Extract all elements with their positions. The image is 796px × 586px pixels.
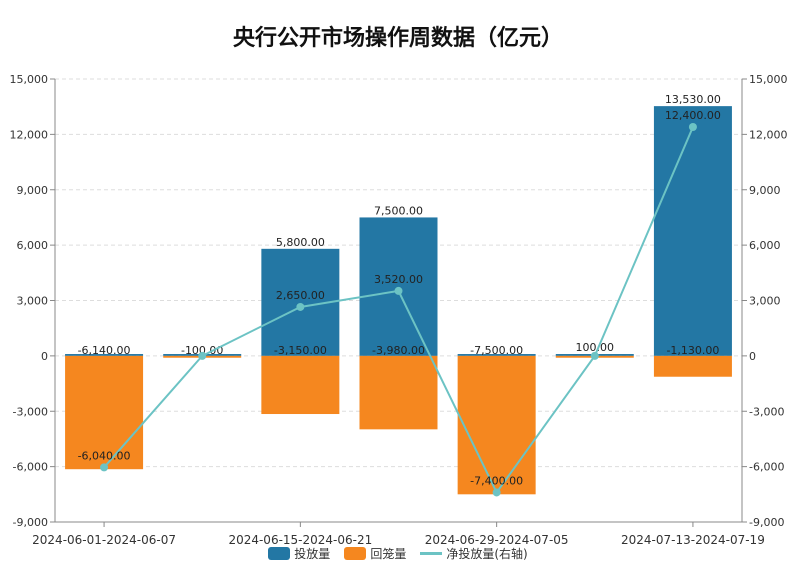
data-label: 13,530.00 xyxy=(665,93,721,106)
y2-tick-label: -3,000 xyxy=(749,405,784,418)
y-tick-label: -6,000 xyxy=(13,461,48,474)
y-tick-label: -3,000 xyxy=(13,405,48,418)
issuance-bar xyxy=(653,106,732,356)
y2-tick-label: 9,000 xyxy=(749,184,781,197)
y2-tick-label: -9,000 xyxy=(749,516,784,529)
net-point xyxy=(394,286,403,295)
legend-item-net[interactable]: 净投放量(右轴) xyxy=(420,545,528,562)
y-tick-label: 15,000 xyxy=(10,73,49,86)
x-tick-label: 2024-07-13-2024-07-19 xyxy=(621,533,765,547)
x-tick-label: 2024-06-01-2024-06-07 xyxy=(32,533,176,547)
data-label: -3,980.00 xyxy=(372,344,425,357)
withdrawal-bar xyxy=(457,355,536,495)
y2-tick-label: 12,000 xyxy=(749,128,788,141)
legend-item-issuance[interactable]: 投放量 xyxy=(268,545,330,562)
data-label: -6,140.00 xyxy=(78,344,131,357)
x-tick-label: 2024-06-15-2024-06-21 xyxy=(228,533,372,547)
legend-item-withdrawal[interactable]: 回笼量 xyxy=(344,545,406,562)
net-label: 12,400.00 xyxy=(665,109,721,122)
y-tick-label: -9,000 xyxy=(13,516,48,529)
legend-swatch xyxy=(268,547,291,560)
legend-label: 回笼量 xyxy=(370,547,407,561)
x-tick-label: 2024-06-29-2024-07-05 xyxy=(425,533,569,547)
net-label: 2,650.00 xyxy=(276,289,325,302)
net-point xyxy=(296,302,305,311)
y-tick-label: 6,000 xyxy=(17,239,49,252)
y-tick-label: 9,000 xyxy=(17,184,49,197)
data-label: 100.00 xyxy=(576,341,615,354)
legend-label: 净投放量(右轴) xyxy=(446,547,528,561)
legend-swatch xyxy=(420,552,443,555)
net-point xyxy=(198,351,207,360)
data-label: -1,130.00 xyxy=(666,344,719,357)
y-tick-label: 3,000 xyxy=(17,295,49,308)
legend: 投放量 回笼量 净投放量(右轴) xyxy=(0,545,796,562)
data-label: -3,150.00 xyxy=(274,344,327,357)
legend-swatch xyxy=(344,547,367,560)
withdrawal-bar xyxy=(65,355,144,470)
y2-tick-label: 6,000 xyxy=(749,239,781,252)
chart-title: 央行公开市场操作周数据（亿元） xyxy=(232,26,563,51)
y2-tick-label: 3,000 xyxy=(749,295,781,308)
legend-label: 投放量 xyxy=(294,547,331,561)
data-label: 5,800.00 xyxy=(276,236,325,249)
y2-tick-label: -6,000 xyxy=(749,461,784,474)
issuance-bar xyxy=(359,217,438,356)
net-point xyxy=(100,463,109,472)
y-tick-label: 12,000 xyxy=(10,128,49,141)
withdrawal-bar xyxy=(359,355,438,430)
y2-tick-label: 0 xyxy=(749,350,756,363)
net-label: -7,400.00 xyxy=(470,474,523,487)
net-label: -6,040.00 xyxy=(78,449,131,462)
data-label: -7,500.00 xyxy=(470,344,523,357)
data-label: -100.00 xyxy=(181,344,223,357)
withdrawal-bar xyxy=(653,355,732,377)
issuance-bar xyxy=(457,354,536,356)
issuance-bar xyxy=(65,354,144,356)
net-point xyxy=(688,122,697,131)
net-point xyxy=(492,488,501,497)
withdrawal-bar xyxy=(261,355,340,415)
net-point xyxy=(590,351,599,360)
data-label: 7,500.00 xyxy=(374,204,423,217)
y-tick-label: 0 xyxy=(41,350,48,363)
y2-tick-label: 15,000 xyxy=(749,73,788,86)
net-label: 3,520.00 xyxy=(374,273,423,286)
